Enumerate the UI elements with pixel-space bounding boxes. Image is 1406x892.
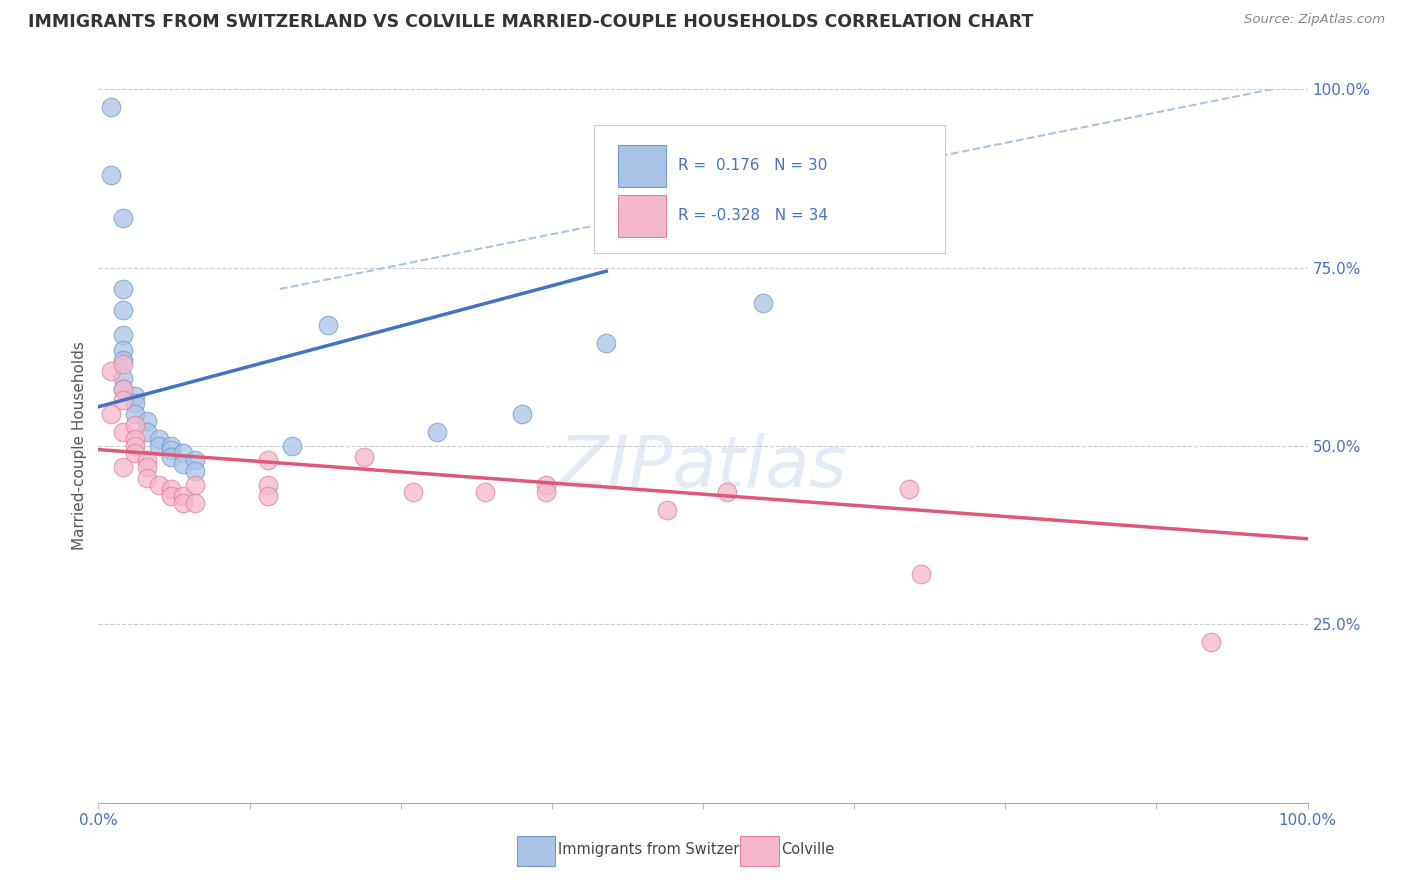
Point xyxy=(474,485,496,500)
Point xyxy=(100,364,122,378)
Point xyxy=(111,343,134,357)
Point xyxy=(160,482,183,496)
Point xyxy=(160,439,183,453)
Point xyxy=(100,168,122,182)
Point xyxy=(426,425,449,439)
FancyBboxPatch shape xyxy=(741,836,779,865)
Point xyxy=(510,407,533,421)
Point xyxy=(135,414,157,428)
Point xyxy=(135,453,157,467)
Point xyxy=(148,432,170,446)
Point xyxy=(595,335,617,350)
Point xyxy=(256,478,278,492)
Point xyxy=(716,485,738,500)
Point xyxy=(172,489,194,503)
Point xyxy=(184,464,207,478)
Point xyxy=(111,392,134,407)
Point xyxy=(100,407,122,421)
Point xyxy=(124,432,146,446)
Point xyxy=(160,442,183,457)
Point xyxy=(402,485,425,500)
FancyBboxPatch shape xyxy=(619,194,665,237)
Text: R = -0.328   N = 34: R = -0.328 N = 34 xyxy=(678,209,828,223)
Point xyxy=(316,318,339,332)
Point xyxy=(897,482,920,496)
Point xyxy=(111,303,134,318)
Point xyxy=(124,439,146,453)
Point xyxy=(281,439,304,453)
Point xyxy=(111,382,134,396)
Y-axis label: Married-couple Households: Married-couple Households xyxy=(72,342,87,550)
Point xyxy=(184,478,207,492)
Text: Source: ZipAtlas.com: Source: ZipAtlas.com xyxy=(1244,13,1385,27)
Point xyxy=(124,396,146,410)
FancyBboxPatch shape xyxy=(517,836,555,865)
Point xyxy=(124,389,146,403)
Point xyxy=(124,446,146,460)
Point xyxy=(111,460,134,475)
Point xyxy=(184,496,207,510)
Point xyxy=(534,485,557,500)
Point xyxy=(184,453,207,467)
Point xyxy=(148,439,170,453)
Point xyxy=(256,489,278,503)
Point xyxy=(148,478,170,492)
Point xyxy=(111,328,134,343)
Point xyxy=(111,382,134,396)
Point xyxy=(160,489,183,503)
Point xyxy=(655,503,678,517)
Point xyxy=(100,100,122,114)
Point xyxy=(124,407,146,421)
Point xyxy=(111,282,134,296)
Text: Colville: Colville xyxy=(782,842,835,857)
Point xyxy=(111,353,134,368)
Point xyxy=(1199,635,1222,649)
Text: ZIPatlas: ZIPatlas xyxy=(558,433,848,502)
FancyBboxPatch shape xyxy=(595,125,945,253)
Text: Immigrants from Switzerland: Immigrants from Switzerland xyxy=(558,842,770,857)
Point xyxy=(111,425,134,439)
Point xyxy=(124,417,146,432)
Point xyxy=(534,478,557,492)
Point xyxy=(135,471,157,485)
Point xyxy=(135,460,157,475)
Point xyxy=(111,211,134,225)
Point xyxy=(353,450,375,464)
FancyBboxPatch shape xyxy=(619,145,665,187)
Text: R =  0.176   N = 30: R = 0.176 N = 30 xyxy=(678,159,827,173)
Point xyxy=(910,567,932,582)
Point xyxy=(160,450,183,464)
Point xyxy=(752,296,775,310)
Point xyxy=(111,371,134,385)
Point xyxy=(172,496,194,510)
Point xyxy=(256,453,278,467)
Point xyxy=(135,425,157,439)
Point xyxy=(172,457,194,471)
Text: IMMIGRANTS FROM SWITZERLAND VS COLVILLE MARRIED-COUPLE HOUSEHOLDS CORRELATION CH: IMMIGRANTS FROM SWITZERLAND VS COLVILLE … xyxy=(28,13,1033,31)
Point xyxy=(172,446,194,460)
Point xyxy=(111,357,134,371)
